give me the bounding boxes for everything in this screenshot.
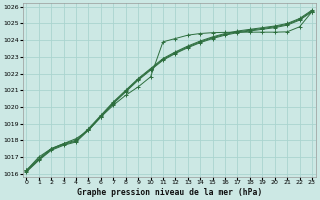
X-axis label: Graphe pression niveau de la mer (hPa): Graphe pression niveau de la mer (hPa) (76, 188, 262, 197)
